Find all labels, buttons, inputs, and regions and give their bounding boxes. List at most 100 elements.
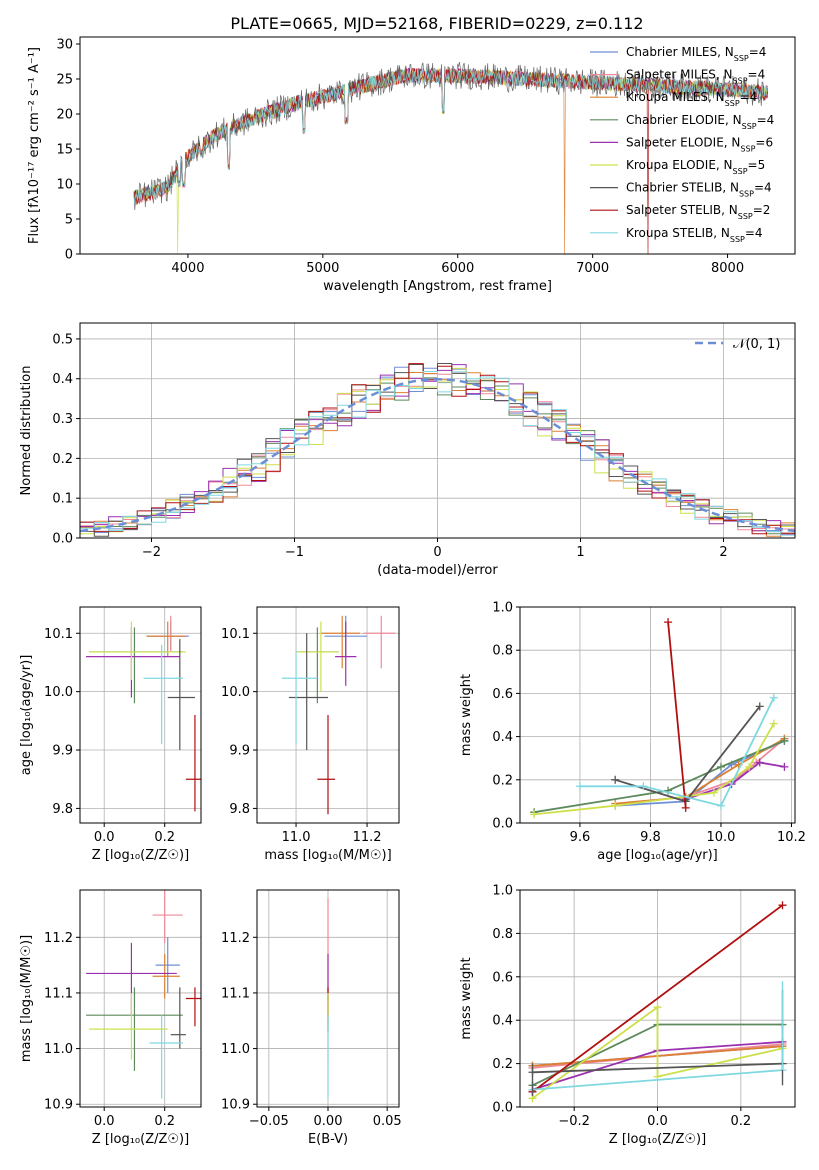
tick-label-y: 9.9 [229, 744, 250, 759]
x-axis-label: Z [log₁₀(Z/Z☉)] [92, 1132, 189, 1147]
error-point [89, 621, 186, 680]
plot-area-age_vs_Z [86, 615, 201, 812]
error-point [146, 621, 186, 657]
axes-frame [79, 36, 796, 255]
tick-label-y: 0.5 [52, 332, 73, 347]
legend-subscript: SSP [742, 121, 757, 130]
weight-line [579, 697, 775, 807]
legend-value: =5 [748, 158, 766, 172]
weight-marker [780, 762, 789, 771]
y-axis-label: mass weight [459, 957, 474, 1039]
tick-label-y: 25 [56, 73, 73, 88]
plot-area-mass_vs_Z [86, 890, 201, 1099]
weight-marker [780, 736, 789, 745]
tick-label-x: 8000 [711, 261, 744, 276]
tick-label-y: 0.3 [52, 412, 73, 427]
tick-label-y: 0.2 [492, 1057, 513, 1072]
y-axis-label: age [log₁₀(age/yr)] [19, 655, 34, 776]
tick-label-y: 0.1 [52, 492, 73, 507]
weight-line [531, 904, 784, 1093]
weight-marker [778, 901, 787, 910]
tick-label-x: 4000 [171, 261, 204, 276]
tick-label-x: −1 [285, 545, 304, 560]
panel-weight_vs_Z: −0.2 0.0 0.2 0.0 0.2 0.4 0.6 0.8 1.0 Z [log₁₀(Z/Z… [459, 884, 796, 1147]
y-axis-label: Normed distribution [19, 366, 34, 496]
x-axis-label: Z [log₁₀(Z/Z☉)] [609, 1132, 706, 1147]
weight-line [533, 740, 785, 814]
tick-label-y: 0.4 [492, 1014, 513, 1029]
spectrum-line [133, 67, 769, 254]
legend-value: =4 [745, 226, 763, 240]
weight-line [685, 761, 785, 801]
legend-entry: Salpeter MILES, NSSP=4 [626, 68, 765, 86]
legend-value: =4 [749, 45, 767, 59]
legend-subscript: SSP [733, 76, 748, 85]
weight-marker [639, 782, 648, 791]
weight-marker [716, 801, 725, 810]
tick-label-y: 0.8 [492, 927, 513, 942]
tick-label-x: 5000 [306, 261, 339, 276]
panel-weight_vs_age: 9.6 9.8 10.0 10.2 0.0 0.2 0.4 0.6 0.8 1.0 age [log… [459, 601, 806, 864]
tick-label-x: −0.05 [249, 1114, 289, 1129]
tick-label-y: 0 [65, 248, 73, 263]
spectrum-line [133, 67, 768, 206]
y-axis-label: mass [log₁₀(M/M☉)] [19, 935, 34, 1062]
legend-entry: Kroupa STELIB, NSSP=4 [626, 226, 763, 244]
legend-entry: 𝒩(0, 1) [733, 337, 780, 352]
tick-label-x: 11.0 [282, 830, 311, 845]
tick-label-y: 5 [65, 213, 73, 228]
error-point [296, 621, 339, 692]
panel-spectrum: 4000 5000 6000 7000 8000 0 5 10 15 20 25 30 waveleng… [27, 36, 796, 294]
error-point [89, 992, 168, 1060]
tick-label-y: 10.1 [221, 627, 250, 642]
weight-marker [664, 618, 673, 627]
x-axis-label: mass [log₁₀(M/M☉)] [264, 848, 391, 863]
tick-label-y: 0.0 [492, 1101, 513, 1116]
legend-subscript: SSP [734, 54, 749, 63]
error-point [317, 715, 336, 815]
tick-label-y: 0.0 [52, 532, 73, 547]
panel-mass_vs_Z: 0.0 0.2 10.9 11.0 11.1 11.2 Z [log₁₀(Z/Z☉)] mas… [19, 889, 202, 1147]
weight-marker [681, 803, 690, 812]
panel-age_vs_mass: 11.0 11.2 9.8 9.9 10.0 10.1 mass [log₁₀(M/M☉)] [221, 606, 400, 863]
weight-line [667, 622, 687, 808]
panel-age_vs_Z: 0.0 0.2 9.8 9.9 10.0 10.1 Z [log₁₀(Z/Z☉)] age [… [19, 606, 202, 863]
tick-label-y: 0.0 [492, 817, 513, 832]
plot-area-weight_vs_age [530, 618, 789, 819]
legend-value: =4 [748, 68, 766, 82]
legend-subscript: SSP [730, 234, 745, 243]
weight-marker [653, 1003, 662, 1012]
tick-label-x: 2 [719, 545, 727, 560]
weight-marker [575, 782, 584, 791]
axes-frame [519, 606, 796, 824]
tick-label-y: 10.9 [44, 1098, 73, 1113]
legend-value: =4 [754, 181, 772, 195]
tick-label-x: 9.8 [640, 830, 661, 845]
plot-area-spectrum [133, 62, 769, 254]
tick-label-y: 9.8 [52, 802, 73, 817]
tick-label-y: 11.2 [221, 931, 250, 946]
x-axis-label: (data-model)/error [377, 563, 498, 578]
weight-line [532, 1062, 783, 1074]
tick-label-x: 0.05 [373, 1114, 402, 1129]
weight-marker [769, 693, 778, 702]
figure-title: PLATE=0665, MJD=52168, FIBERID=0229, z=0… [230, 14, 643, 33]
legend-entry: Salpeter ELODIE, NSSP=6 [626, 135, 773, 153]
tick-label-x: 9.6 [570, 830, 591, 845]
error-point [152, 953, 180, 999]
legend-subscript: SSP [733, 167, 748, 176]
legend-entry: Chabrier ELODIE, NSSP=4 [626, 113, 774, 131]
legend-value: =4 [757, 113, 775, 127]
legend-entry: Chabrier MILES, NSSP=4 [626, 45, 766, 63]
tick-label-y: 0.6 [492, 687, 513, 702]
axes-frame [79, 889, 202, 1108]
legend-value: =2 [753, 203, 771, 217]
panel-mass_vs_ebv: −0.05 0.00 0.05 10.9 11.0 11.1 11.2 E(B-V) [221, 889, 402, 1147]
tick-label-x: 10.2 [777, 830, 806, 845]
weight-marker [755, 758, 764, 767]
tick-label-y: 0.4 [492, 730, 513, 745]
error-point [320, 615, 360, 669]
tick-label-x: 0.2 [730, 1114, 751, 1129]
weight-marker [530, 810, 539, 819]
